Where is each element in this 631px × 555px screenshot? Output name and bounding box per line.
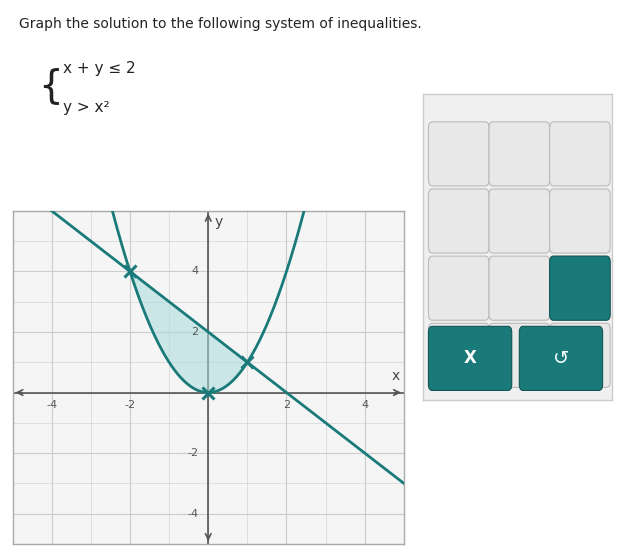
FancyBboxPatch shape	[519, 326, 603, 391]
FancyBboxPatch shape	[428, 189, 489, 253]
FancyBboxPatch shape	[550, 323, 610, 387]
Text: x + y ≤ 2: x + y ≤ 2	[63, 61, 136, 76]
FancyBboxPatch shape	[428, 323, 489, 387]
Text: -2: -2	[124, 400, 136, 410]
FancyBboxPatch shape	[550, 122, 610, 186]
FancyBboxPatch shape	[428, 256, 489, 320]
Text: 2: 2	[191, 327, 199, 337]
Text: {: {	[38, 67, 62, 104]
Text: Graph the solution to the following system of inequalities.: Graph the solution to the following syst…	[19, 17, 422, 31]
Text: y > x²: y > x²	[63, 100, 110, 115]
Text: ↺: ↺	[553, 349, 569, 368]
Text: X: X	[464, 350, 476, 367]
FancyBboxPatch shape	[489, 256, 550, 320]
Text: -4: -4	[46, 400, 57, 410]
Text: y: y	[214, 215, 222, 229]
Text: x: x	[392, 370, 400, 384]
Text: -4: -4	[187, 508, 199, 518]
FancyBboxPatch shape	[550, 189, 610, 253]
FancyBboxPatch shape	[550, 256, 610, 320]
Text: 4: 4	[361, 400, 369, 410]
FancyBboxPatch shape	[489, 189, 550, 253]
FancyBboxPatch shape	[489, 122, 550, 186]
FancyBboxPatch shape	[428, 122, 489, 186]
FancyBboxPatch shape	[428, 326, 512, 391]
FancyBboxPatch shape	[489, 323, 550, 387]
Text: 2: 2	[283, 400, 290, 410]
FancyBboxPatch shape	[550, 256, 610, 320]
Text: 4: 4	[191, 266, 199, 276]
Text: -2: -2	[187, 448, 199, 458]
